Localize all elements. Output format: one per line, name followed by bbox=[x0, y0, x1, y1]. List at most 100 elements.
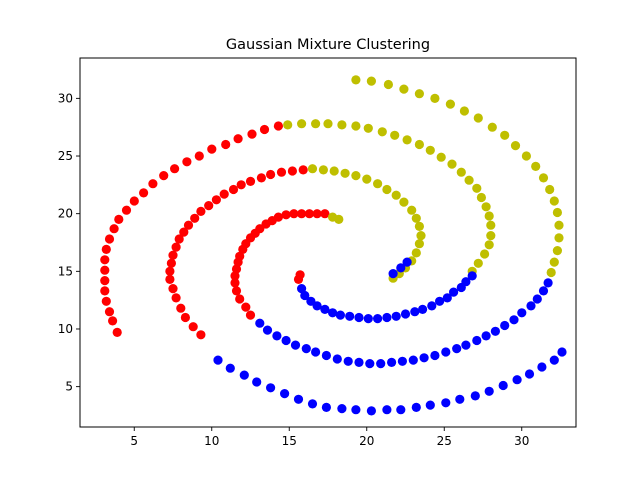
x-tick-label: 5 bbox=[130, 434, 138, 448]
data-point bbox=[414, 89, 424, 99]
data-point bbox=[354, 357, 364, 367]
data-point bbox=[245, 176, 256, 186]
data-point bbox=[425, 145, 435, 155]
data-point bbox=[328, 308, 338, 318]
data-point bbox=[512, 375, 522, 385]
data-point bbox=[255, 318, 265, 328]
data-point bbox=[289, 209, 299, 219]
data-point bbox=[365, 359, 375, 369]
data-point bbox=[500, 130, 510, 140]
data-point bbox=[442, 293, 452, 303]
data-point bbox=[363, 123, 373, 133]
data-point bbox=[340, 168, 350, 178]
data-point bbox=[180, 312, 190, 323]
points-layer bbox=[100, 75, 567, 416]
data-point bbox=[320, 209, 330, 219]
data-point bbox=[104, 234, 115, 244]
data-point bbox=[112, 327, 122, 337]
data-point bbox=[245, 310, 256, 320]
data-point bbox=[276, 167, 287, 177]
data-point bbox=[366, 406, 376, 416]
x-tick-label: 20 bbox=[359, 434, 374, 448]
data-point bbox=[397, 356, 407, 366]
data-point bbox=[543, 278, 553, 288]
data-point bbox=[452, 344, 462, 354]
data-point bbox=[259, 124, 270, 135]
data-point bbox=[281, 210, 291, 220]
data-point bbox=[484, 211, 494, 221]
data-point bbox=[390, 130, 400, 140]
data-point bbox=[414, 239, 424, 249]
data-point bbox=[461, 277, 471, 287]
data-point bbox=[464, 175, 474, 185]
data-point bbox=[441, 398, 451, 408]
data-point bbox=[168, 284, 178, 294]
data-point bbox=[121, 205, 132, 215]
data-point bbox=[170, 164, 180, 174]
data-point bbox=[129, 196, 139, 206]
data-point bbox=[441, 347, 451, 357]
data-point bbox=[549, 257, 559, 267]
data-point bbox=[114, 214, 124, 224]
data-point bbox=[266, 169, 276, 180]
data-point bbox=[435, 296, 445, 306]
data-point bbox=[335, 310, 345, 320]
cluster-2 bbox=[283, 75, 564, 283]
data-point bbox=[509, 315, 519, 325]
data-point bbox=[554, 233, 564, 243]
data-point bbox=[498, 380, 508, 391]
data-point bbox=[419, 353, 429, 363]
data-point bbox=[351, 75, 361, 85]
data-point bbox=[148, 179, 158, 189]
data-point bbox=[484, 386, 494, 396]
data-point bbox=[425, 400, 435, 410]
data-point bbox=[174, 234, 184, 244]
data-point bbox=[196, 206, 206, 216]
data-point bbox=[166, 258, 176, 268]
data-point bbox=[108, 316, 118, 326]
data-point bbox=[402, 135, 412, 145]
y-axis: 5 10 15 20 25 30 bbox=[58, 91, 80, 394]
data-point bbox=[297, 284, 307, 294]
data-point bbox=[188, 322, 198, 332]
data-point bbox=[411, 402, 421, 412]
data-point bbox=[230, 278, 240, 288]
data-point bbox=[329, 166, 339, 176]
data-point bbox=[366, 76, 376, 86]
data-point bbox=[323, 119, 333, 129]
data-point bbox=[382, 312, 392, 323]
data-point bbox=[231, 286, 242, 296]
data-point bbox=[239, 370, 249, 380]
data-point bbox=[373, 179, 383, 189]
x-tick-label: 30 bbox=[514, 434, 529, 448]
data-point bbox=[343, 356, 353, 366]
data-point bbox=[376, 359, 386, 369]
data-point bbox=[213, 355, 223, 365]
data-point bbox=[388, 269, 398, 279]
data-point bbox=[410, 307, 420, 317]
data-point bbox=[304, 209, 314, 219]
data-point bbox=[287, 166, 297, 176]
data-point bbox=[165, 266, 175, 276]
data-point bbox=[280, 389, 290, 399]
data-point bbox=[473, 113, 483, 123]
data-point bbox=[467, 271, 477, 281]
data-point bbox=[337, 120, 347, 130]
data-point bbox=[351, 405, 361, 415]
data-point bbox=[430, 93, 440, 103]
data-point bbox=[455, 394, 465, 404]
data-point bbox=[266, 383, 276, 393]
data-point bbox=[538, 173, 549, 183]
data-point bbox=[490, 326, 500, 336]
data-point bbox=[233, 134, 243, 144]
data-point bbox=[179, 227, 189, 237]
data-point bbox=[531, 161, 541, 171]
data-point bbox=[538, 286, 549, 296]
data-point bbox=[436, 152, 446, 162]
data-point bbox=[387, 357, 397, 367]
data-point bbox=[472, 183, 482, 193]
data-point bbox=[396, 405, 406, 415]
data-point bbox=[334, 214, 344, 224]
data-point bbox=[377, 127, 387, 137]
